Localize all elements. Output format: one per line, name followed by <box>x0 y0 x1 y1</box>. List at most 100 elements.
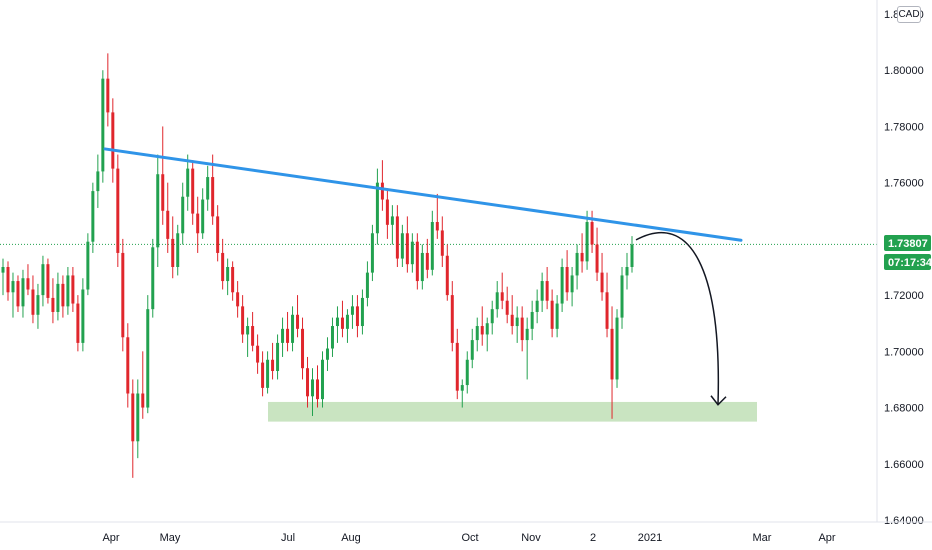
candle <box>380 160 384 211</box>
candle-body <box>470 340 474 360</box>
candle-body <box>515 317 519 327</box>
candle-body <box>201 199 205 234</box>
candle <box>6 261 10 301</box>
candle <box>555 295 559 338</box>
candle-body <box>425 252 429 270</box>
countdown-tag-bg <box>884 254 931 270</box>
candle <box>81 278 85 352</box>
candle <box>480 306 484 346</box>
candle <box>251 311 255 352</box>
candle-body <box>400 233 404 259</box>
candle-body <box>540 281 544 301</box>
candle <box>580 233 584 273</box>
x-tick-label: Apr <box>102 532 119 544</box>
candle-body <box>21 278 25 307</box>
candle <box>26 264 30 296</box>
candle <box>186 154 190 211</box>
candle-body <box>490 309 494 324</box>
candle <box>36 283 40 329</box>
candle <box>246 317 250 357</box>
candle <box>301 317 305 380</box>
candle-body <box>316 379 319 400</box>
candle-body <box>6 267 10 293</box>
candle-body <box>590 222 594 245</box>
candle <box>540 272 544 312</box>
candle <box>136 379 140 459</box>
candle-body <box>560 267 564 304</box>
candle <box>545 267 549 310</box>
candle-body <box>600 272 604 293</box>
last-price-tag-bg <box>884 235 931 251</box>
candle-body <box>395 216 399 259</box>
x-tick-label: Oct <box>461 532 478 544</box>
candle <box>430 210 434 276</box>
candle-body <box>535 300 539 312</box>
candle <box>565 250 569 301</box>
candle <box>306 356 310 408</box>
candle-body <box>41 264 45 296</box>
candle-body <box>335 317 339 327</box>
candle <box>475 317 479 352</box>
candle <box>370 224 374 282</box>
candle-body <box>111 112 115 169</box>
candle-body <box>181 196 185 234</box>
candle-body <box>570 275 574 293</box>
candle-body <box>91 191 95 242</box>
candle <box>510 295 514 335</box>
candle <box>146 295 150 414</box>
candle <box>465 351 469 394</box>
candle-body <box>340 317 344 329</box>
candle-body <box>355 306 359 327</box>
candle-body <box>505 300 509 315</box>
candle <box>166 182 170 253</box>
candle <box>211 154 215 225</box>
candle-body <box>450 295 454 343</box>
candle <box>505 286 509 324</box>
candle-body <box>420 252 424 282</box>
candle <box>96 154 100 208</box>
candle-body <box>495 292 499 310</box>
candle-body <box>415 241 419 282</box>
candle-body <box>256 345 260 363</box>
candle-body <box>36 295 40 315</box>
candle <box>231 261 235 301</box>
candle-body <box>131 393 135 442</box>
candle <box>625 252 629 290</box>
candle <box>335 306 339 343</box>
candle-body <box>216 216 220 253</box>
candle <box>595 227 599 282</box>
x-axis-panel[interactable] <box>0 522 877 550</box>
candle <box>355 295 359 338</box>
candle <box>495 281 499 318</box>
candle-body <box>76 303 80 343</box>
candle <box>151 238 155 318</box>
candle <box>281 317 285 357</box>
candle-body <box>520 317 524 341</box>
candle-body <box>595 244 599 273</box>
candle-body <box>211 177 215 217</box>
candle <box>345 309 349 343</box>
candle <box>156 154 160 267</box>
candle <box>535 289 539 324</box>
candle <box>161 126 165 225</box>
candle <box>395 205 399 267</box>
candle-body <box>16 281 20 307</box>
candle <box>440 216 444 267</box>
candle-body <box>31 289 35 315</box>
candle <box>1 258 5 296</box>
candle <box>630 236 634 273</box>
candle <box>131 379 135 478</box>
candle <box>620 267 624 329</box>
y-tick-label: 1.72000 <box>884 290 924 302</box>
candle <box>261 351 265 397</box>
candle-body <box>266 359 270 388</box>
currency-badge[interactable]: CAD <box>897 6 921 23</box>
candle-body <box>171 238 175 267</box>
candle-body <box>410 241 414 265</box>
candle-body <box>555 303 559 329</box>
candle-body <box>525 328 529 341</box>
candle-body <box>510 314 514 327</box>
candle <box>76 295 80 352</box>
candle-body <box>116 168 120 253</box>
candle <box>126 323 130 408</box>
